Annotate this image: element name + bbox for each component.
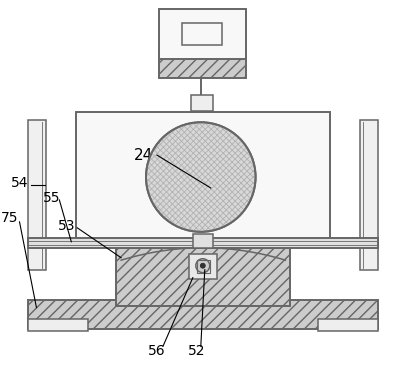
Bar — [191, 95, 213, 111]
Text: 54: 54 — [11, 176, 28, 190]
Bar — [159, 51, 246, 78]
Bar — [116, 248, 290, 305]
Text: 52: 52 — [188, 344, 206, 359]
Bar — [28, 120, 47, 270]
Bar — [28, 238, 378, 248]
Bar — [28, 300, 378, 329]
Bar — [193, 234, 213, 248]
Circle shape — [196, 259, 210, 273]
Text: 53: 53 — [58, 219, 75, 233]
Text: 55: 55 — [43, 191, 60, 205]
Circle shape — [200, 263, 205, 268]
Bar — [76, 112, 330, 242]
Bar — [197, 260, 210, 273]
Bar — [189, 254, 217, 279]
Circle shape — [146, 122, 255, 232]
Bar — [159, 9, 246, 58]
Bar — [360, 120, 378, 270]
Bar — [182, 23, 222, 44]
Bar — [28, 319, 88, 331]
Text: 24: 24 — [134, 148, 153, 162]
Text: 56: 56 — [148, 344, 166, 359]
Bar — [318, 319, 378, 331]
Text: 75: 75 — [1, 211, 18, 225]
